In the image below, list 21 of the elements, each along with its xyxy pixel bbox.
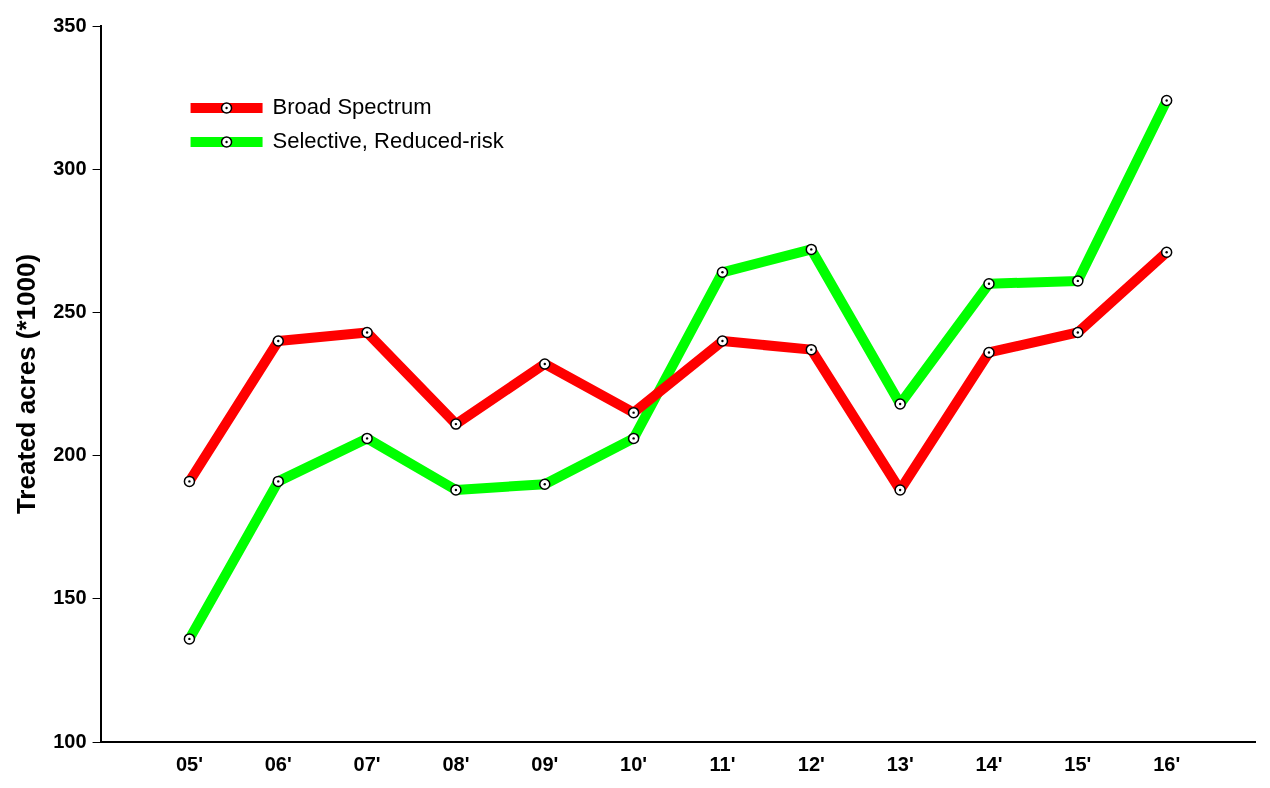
x-tick-label: 13' [886,752,914,775]
legend-label: Broad Spectrum [272,94,432,120]
y-tick-label: 300 [53,156,87,179]
x-tick-label: 09' [531,752,559,775]
legend-label: Selective, Reduced-risk [272,128,505,154]
y-tick-label: 100 [53,729,87,752]
x-tick-label: 12' [797,752,825,775]
y-tick-label: 200 [53,443,87,466]
x-tick-label: 15' [1064,752,1092,775]
x-tick-label: 10' [620,752,648,775]
y-tick-label: 350 [53,13,87,36]
x-tick-label: 06' [264,752,292,775]
x-tick-label: 07' [353,752,381,775]
x-tick-label: 16' [1153,752,1181,775]
x-tick-label: 08' [442,752,470,775]
y-tick-label: 150 [53,586,87,609]
x-tick-label: 05' [175,752,203,775]
x-tick-label: 14' [975,752,1003,775]
x-tick-label: 11' [709,752,736,775]
y-axis-title: Treated acres (*1000) [10,253,41,515]
y-tick-label: 250 [53,299,87,322]
